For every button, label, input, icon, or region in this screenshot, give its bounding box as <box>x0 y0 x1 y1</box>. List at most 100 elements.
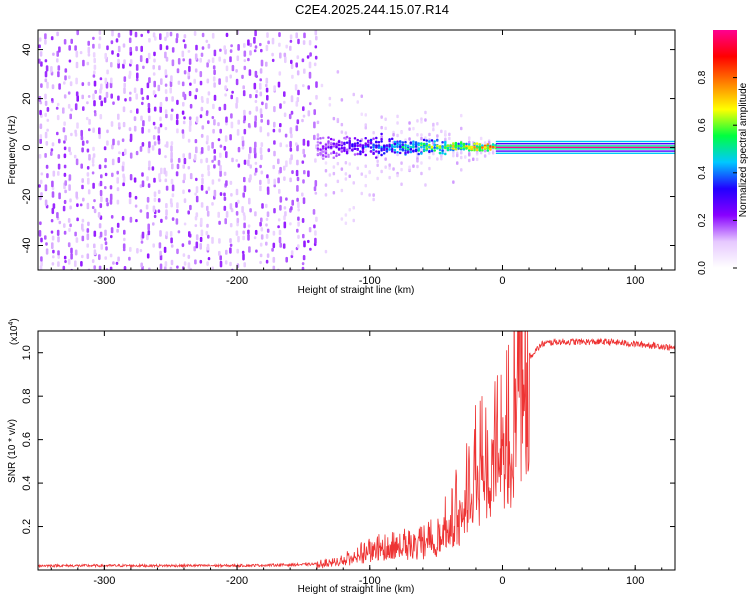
spectrogram-cell <box>380 125 383 130</box>
y-tick-label: 0 <box>21 144 33 150</box>
spectrogram-cell <box>223 196 227 201</box>
spectrogram-cell <box>255 89 259 94</box>
spectrogram-cell <box>175 171 179 177</box>
spectrogram-cell <box>176 209 179 214</box>
spectrogram-cell <box>315 81 318 88</box>
spectrogram-cell <box>352 92 355 97</box>
spectrogram-cell <box>422 148 426 151</box>
spectrogram-cell <box>141 180 145 188</box>
spectrogram-cell <box>392 133 395 137</box>
spectrogram-cell <box>188 240 191 245</box>
spectrogram-cell <box>241 250 245 255</box>
spectrogram-cell <box>147 107 151 114</box>
spectrogram-cell <box>324 147 328 150</box>
spectrogram-cell <box>194 259 197 265</box>
spectrogram-cell <box>218 56 221 62</box>
spectrogram-cell <box>193 246 196 252</box>
spectrogram-cell <box>273 178 276 185</box>
spectrogram-cell <box>303 68 306 74</box>
y-tick-label: 1.0 <box>21 345 33 360</box>
spectrogram-cell <box>170 237 173 244</box>
spectrogram-cell <box>444 149 447 154</box>
spectrogram-cell <box>63 146 67 151</box>
spectrogram-cell <box>116 170 119 175</box>
spectrogram-cell <box>236 129 240 136</box>
spectrogram-cell <box>116 53 120 58</box>
spectrogram-cell <box>63 164 67 169</box>
spectrogram-cell <box>164 155 167 159</box>
spectrogram-cell <box>475 145 479 148</box>
spectrogram-cell <box>296 144 299 152</box>
spectrogram-cell <box>344 221 348 225</box>
spectrogram-cell <box>94 89 97 94</box>
spectrogram-cell <box>335 152 338 155</box>
spectrogram-cell <box>122 43 126 48</box>
spectrogram-cell <box>200 147 204 154</box>
spectrogram-cell <box>282 243 286 249</box>
spectrogram-cell <box>157 126 161 134</box>
spectrogram-cell <box>111 30 114 37</box>
spectrogram-cell <box>344 131 348 135</box>
spectrogram-cell <box>44 100 48 106</box>
spectrogram-cell <box>324 161 328 165</box>
spectrogram-cell <box>236 222 239 227</box>
spectrogram-cell <box>236 248 239 254</box>
spectrogram-cell <box>364 148 367 152</box>
spectrogram-cell <box>219 255 222 261</box>
spectrogram-cell <box>267 148 271 153</box>
spectrogram-cell <box>279 196 283 203</box>
spectrogram-cell <box>223 45 226 51</box>
spectrogram-cell <box>296 70 300 76</box>
spectrogram-cell <box>296 185 299 192</box>
spectrogram-cell <box>324 183 328 187</box>
spectrogram-cell <box>182 153 185 158</box>
carrier-band <box>495 146 675 149</box>
spectrogram-cell <box>211 159 214 163</box>
spectrogram-cell <box>195 146 198 154</box>
spectrogram-cell <box>297 208 300 212</box>
snr-x-ticks: -300 -200 -100 0 100 <box>50 331 663 587</box>
spectrogram-cell <box>124 148 127 155</box>
spectrogram-cell <box>456 161 459 165</box>
spectrogram-cell <box>265 83 268 88</box>
spectrogram-cell <box>273 85 276 92</box>
spectrogram-cell <box>122 173 125 179</box>
spectrogram-cell <box>309 52 312 57</box>
spectrogram-cell <box>260 59 264 67</box>
spectrogram-cell <box>91 259 95 264</box>
spectrogram-cell <box>369 141 373 144</box>
spectrogram-cell <box>449 144 452 148</box>
spectrogram-cell <box>229 203 233 210</box>
spectrogram-cell <box>259 260 262 265</box>
spectrogram-cell <box>278 229 282 236</box>
spectrogram-cell <box>188 189 191 193</box>
spectrogram-cell <box>183 222 187 226</box>
spectrogram-cell <box>388 139 391 143</box>
spectrogram-cell <box>153 214 157 219</box>
spectrogram-cell <box>188 125 192 132</box>
spectrogram-cell <box>117 140 120 146</box>
spectrogram-cell <box>86 202 90 210</box>
spectrogram-cell <box>123 59 126 65</box>
spectrogram-cell <box>91 163 95 167</box>
spectrogram-cell <box>63 94 67 99</box>
spectrogram-cell <box>165 113 168 119</box>
spectrogram-cell <box>148 77 151 84</box>
spectrogram-cell <box>211 179 215 185</box>
spectrogram-cell <box>111 158 115 166</box>
spectrogram-cell <box>170 157 173 163</box>
spectrogram-cell <box>159 250 162 256</box>
spectrogram-cell <box>229 134 232 141</box>
spectrogram-cell <box>235 78 239 86</box>
spectrogram-cell <box>425 142 428 145</box>
spectrogram-cell <box>279 103 282 109</box>
spectrogram-cell <box>351 148 354 151</box>
spectrogram-cell <box>388 175 391 180</box>
spectrogram-cell <box>181 243 185 248</box>
spectrogram-cell <box>70 132 73 137</box>
spectrogram-cell <box>104 158 107 163</box>
spectrogram-cell <box>58 192 61 200</box>
spectrogram-cell <box>383 145 386 148</box>
colorbar-label: Normalized spectral amplitude <box>738 82 749 217</box>
spectrogram-cell <box>169 266 173 270</box>
